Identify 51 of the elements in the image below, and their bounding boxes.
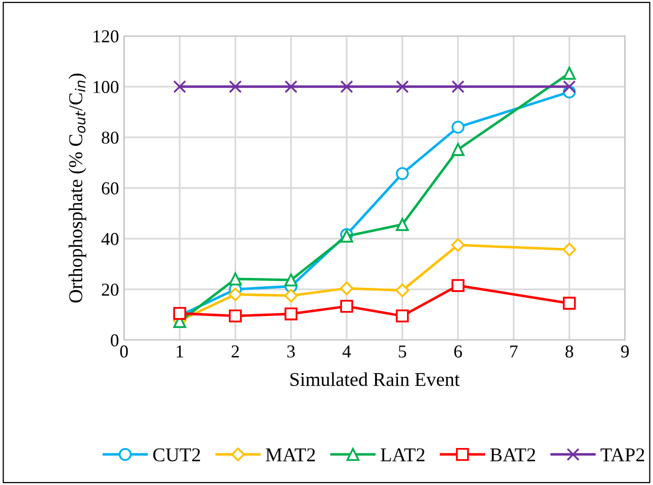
x-tick-label: 6	[454, 345, 462, 358]
legend-label: BAT2	[490, 448, 536, 462]
point	[228, 80, 242, 94]
x-tick-label: 4	[342, 346, 351, 358]
point	[451, 238, 465, 252]
x-tick-label: 7	[510, 346, 518, 358]
x-tick-label: 3	[287, 345, 295, 358]
point	[340, 282, 354, 296]
x-axis-title: Simulated Rain Event	[290, 372, 460, 386]
y-axis-title: Orthophosphate (% C$_{out}$/C$_{in}$)	[68, 74, 86, 303]
point	[340, 300, 354, 313]
point	[396, 167, 409, 180]
y-tick-label: 40	[101, 232, 118, 246]
y-tick-label: 0	[110, 334, 118, 346]
x-tick-label: 0	[120, 345, 128, 358]
point	[452, 80, 464, 94]
x-tick-label: 8	[566, 345, 574, 358]
point	[396, 218, 409, 231]
x-tick-label: 9	[621, 345, 629, 358]
legend-label: CUT2	[153, 448, 200, 462]
point	[452, 143, 464, 156]
x-tick-label: 2	[232, 345, 239, 358]
point	[284, 274, 298, 286]
x-tick-label: 1	[176, 345, 184, 358]
point	[173, 306, 186, 320]
point	[452, 279, 464, 292]
legend-label: TAP2	[600, 448, 644, 462]
point	[452, 120, 464, 134]
point	[284, 307, 298, 320]
point	[562, 296, 576, 310]
point	[562, 80, 576, 94]
point	[396, 309, 409, 322]
y-tick-label: 120	[94, 30, 118, 42]
x-tick-label: 5	[398, 346, 406, 358]
point	[284, 80, 298, 94]
point	[396, 80, 409, 94]
y-tick-label: 60	[102, 182, 118, 194]
point	[228, 309, 242, 322]
point	[173, 80, 186, 94]
point	[284, 288, 298, 302]
legend-label: LAT2	[380, 448, 424, 462]
point	[396, 284, 410, 298]
point	[228, 288, 242, 302]
legend-label: MAT2	[266, 448, 315, 462]
point	[562, 242, 576, 256]
y-tick-label: 100	[94, 80, 118, 94]
y-tick-label: 20	[102, 284, 118, 296]
y-tick-label: 80	[102, 132, 118, 144]
point	[340, 80, 354, 94]
point	[228, 272, 242, 286]
point	[562, 66, 576, 80]
